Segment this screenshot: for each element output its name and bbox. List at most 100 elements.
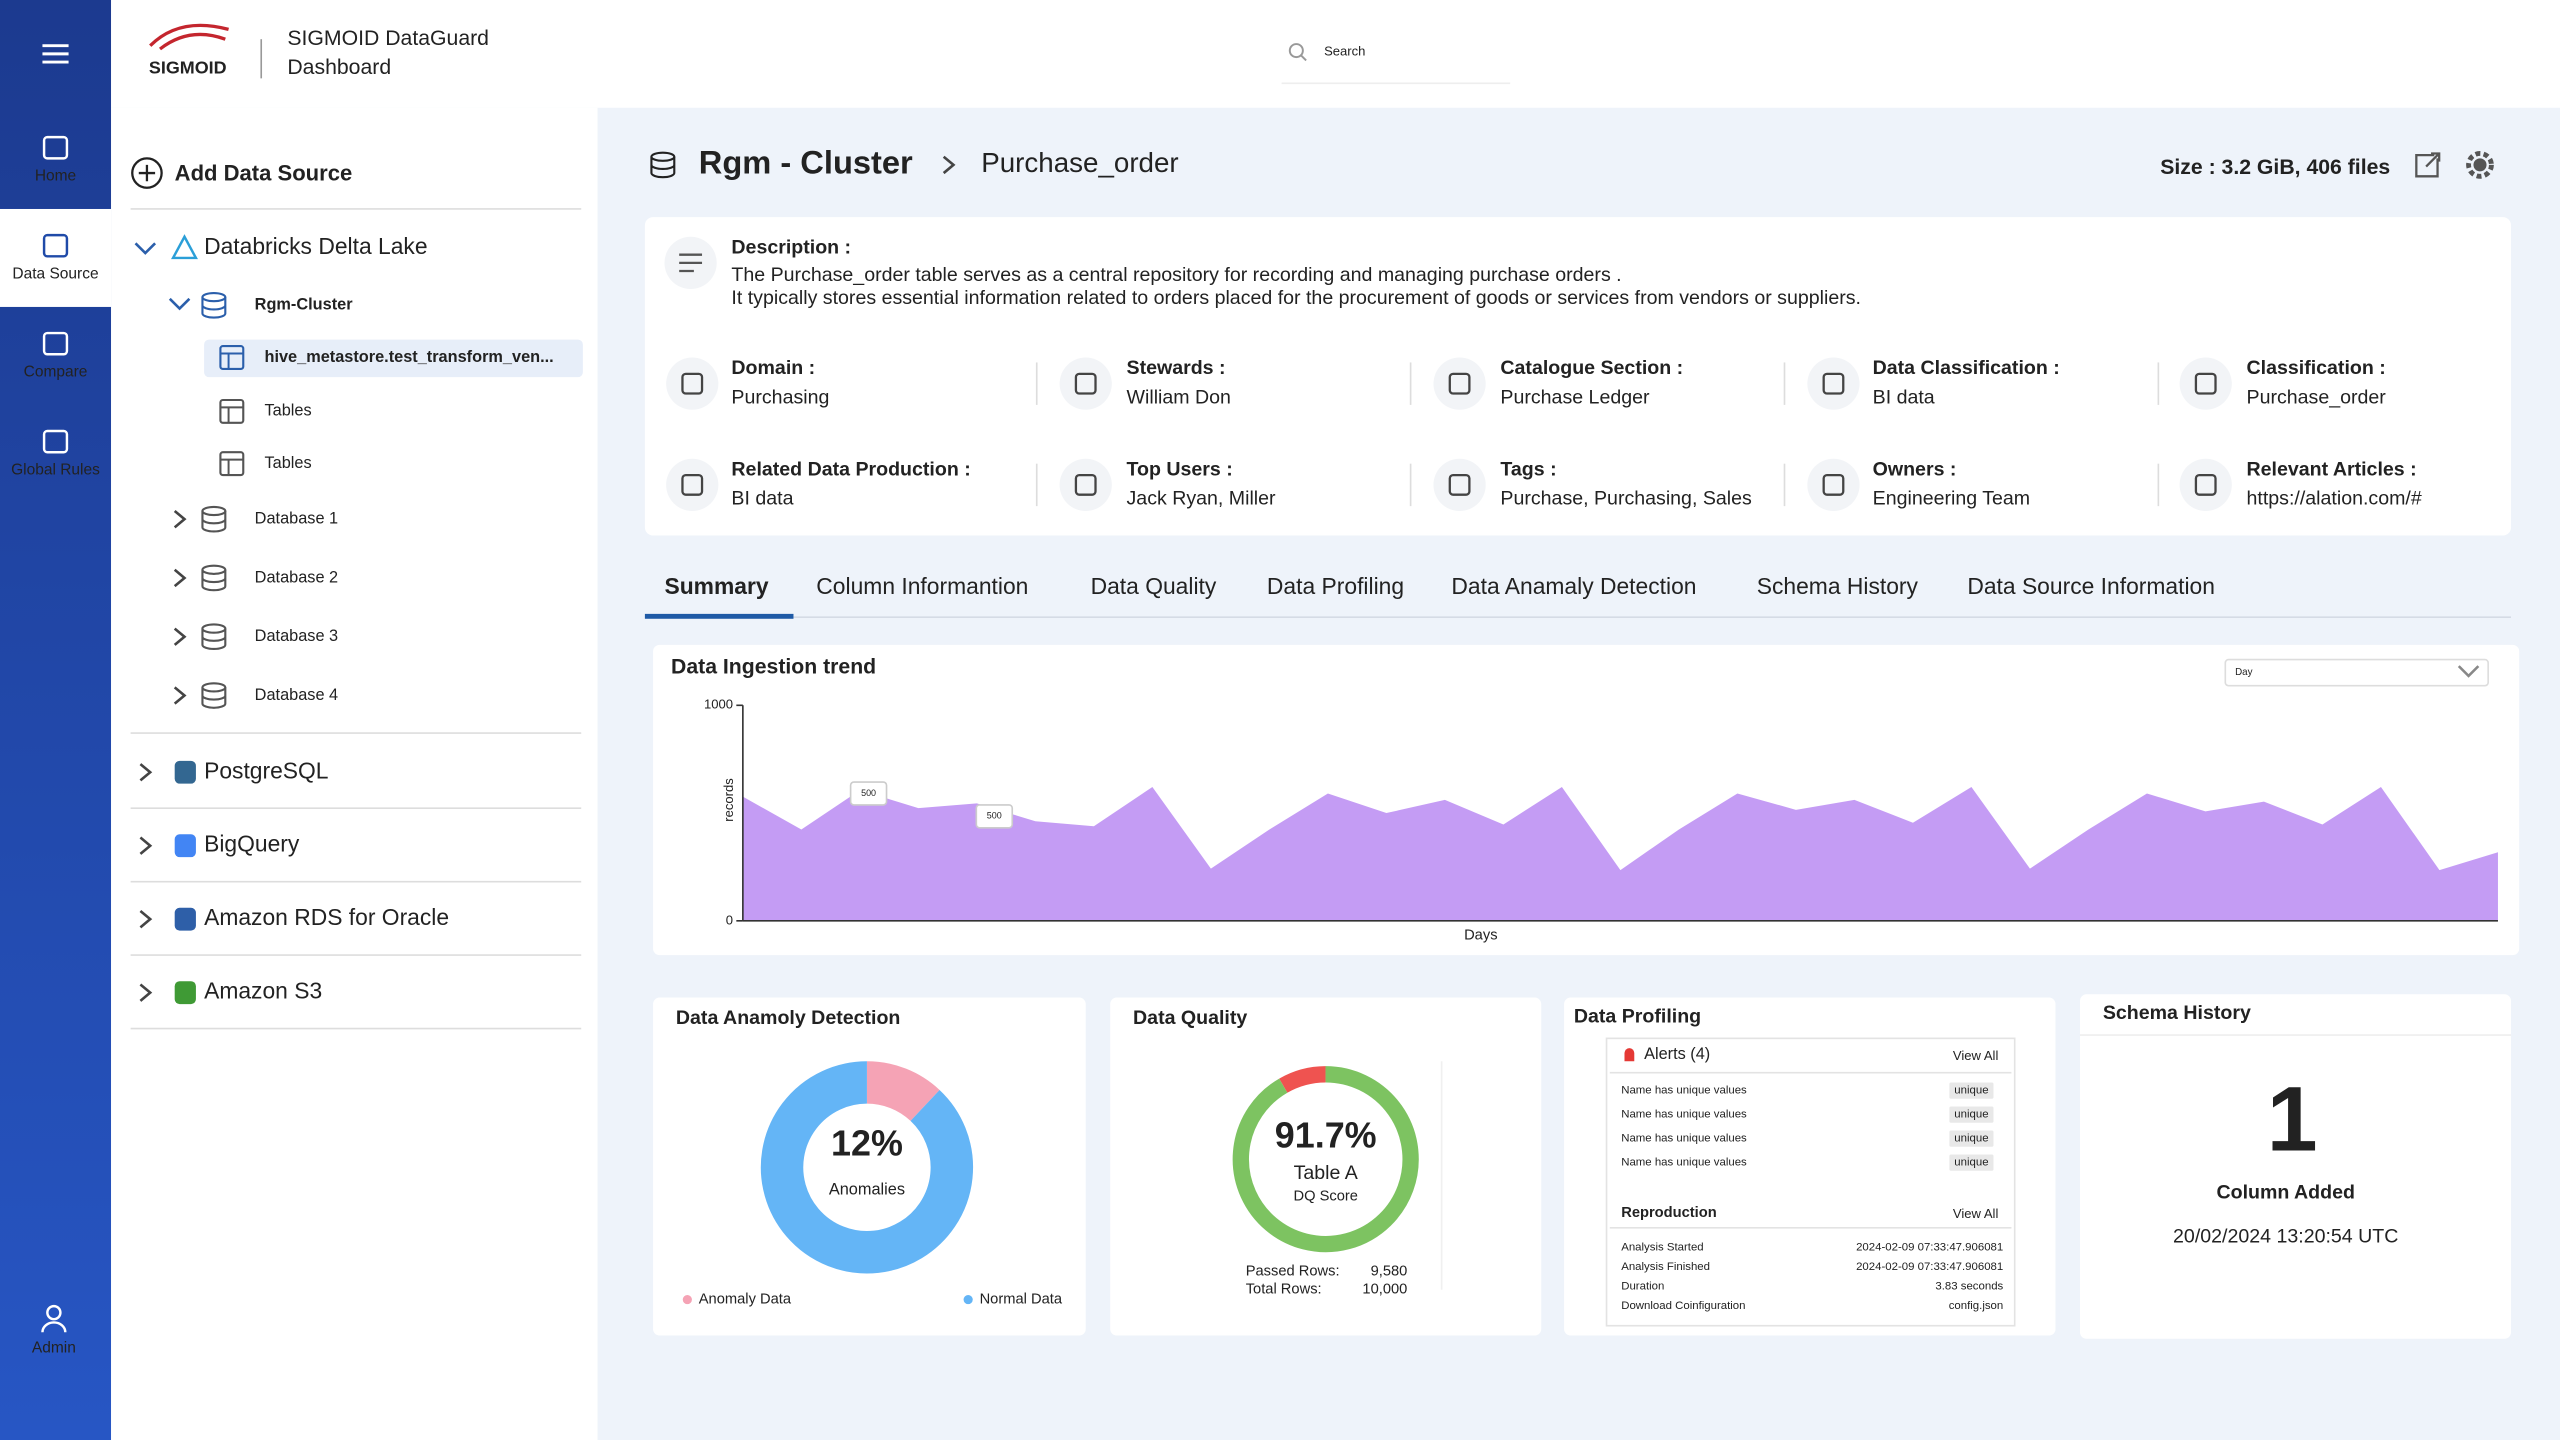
chevron-icon[interactable] <box>139 983 153 1002</box>
meta-icon <box>1074 473 1097 496</box>
donut-slice <box>760 1061 974 1274</box>
nav-label[interactable]: Data Source <box>12 265 98 282</box>
chevron-icon[interactable] <box>173 568 187 588</box>
tab[interactable]: Column Informantion <box>816 573 1028 599</box>
meta-value: Engineering Team <box>1873 488 2030 510</box>
nav-label[interactable]: Global Rules <box>11 461 100 478</box>
chevron-icon[interactable] <box>139 763 153 782</box>
meta-label: Top Users : <box>1127 458 1233 480</box>
tree-database[interactable]: Database 2 <box>255 568 338 586</box>
meta-value: BI data <box>731 488 793 510</box>
meta-icon <box>2194 473 2217 496</box>
tree-source[interactable]: Amazon RDS for Oracle <box>204 904 449 930</box>
tab[interactable]: Summary <box>664 573 768 599</box>
tree-cluster[interactable]: Rgm-Cluster <box>255 296 354 314</box>
tab[interactable]: Data Source Information <box>1967 573 2215 599</box>
tree-source[interactable]: BigQuery <box>204 831 300 857</box>
center-value: 91.7% <box>1275 1114 1377 1155</box>
period-dropdown[interactable] <box>2224 658 2489 687</box>
source-icon <box>174 834 196 858</box>
meta-value: Jack Ryan, Miller <box>1127 488 1277 510</box>
nav-label[interactable]: Admin <box>32 1340 76 1357</box>
schema-caption: Column Added <box>2216 1182 2354 1204</box>
repro-label: Download Coinfiguration <box>1621 1300 1745 1312</box>
tree-source[interactable]: PostgreSQL <box>204 757 328 783</box>
tree-database[interactable]: Database 4 <box>255 686 338 704</box>
chevron-icon[interactable] <box>173 510 187 529</box>
tree-table[interactable]: Tables <box>264 402 311 420</box>
tree-source[interactable]: Amazon S3 <box>204 978 322 1004</box>
meta-icon <box>1433 357 1486 410</box>
tab[interactable]: Data Anamaly Detection <box>1451 573 1696 599</box>
tree-source[interactable]: Databricks Delta Lake <box>204 233 427 259</box>
chevron-icon[interactable] <box>173 627 187 646</box>
period-dropdown-text[interactable]: Day <box>2235 667 2253 678</box>
tree-table[interactable]: hive_metastore.test_transform_ven... <box>264 348 553 366</box>
tab[interactable]: Data Profiling <box>1267 573 1404 599</box>
stat-label: Total Rows: <box>1246 1282 1322 1298</box>
meta-icon <box>1822 372 1845 395</box>
meta-label: Catalogue Section : <box>1500 357 1683 379</box>
chart-title: Data Anamoly Detection <box>676 1007 900 1029</box>
meta-icon <box>681 473 704 496</box>
nav-label[interactable]: Compare <box>24 363 88 380</box>
settings-icon[interactable] <box>2466 151 2494 179</box>
tab[interactable]: Data Quality <box>1091 573 1217 599</box>
alert-text: Name has unique values <box>1621 1085 1747 1097</box>
source-icon <box>171 234 198 260</box>
legend-dot <box>963 1295 973 1305</box>
meta-label: Data Classification : <box>1873 357 2060 379</box>
tree-database[interactable]: Database 3 <box>255 627 338 645</box>
meta-icon <box>1074 372 1097 395</box>
chevron-icon[interactable] <box>942 155 956 175</box>
alert-tag-text: unique <box>1954 1133 1988 1145</box>
schema-card <box>2080 994 2512 1339</box>
chevron-icon[interactable] <box>173 686 187 705</box>
menu-icon[interactable] <box>42 44 69 64</box>
chevron-icon[interactable] <box>139 910 153 929</box>
repro-value[interactable]: config.json <box>1949 1300 2004 1312</box>
alert-tag <box>1949 1082 1994 1099</box>
chevron-icon[interactable] <box>139 836 153 855</box>
chevron-icon[interactable] <box>134 242 157 255</box>
add-icon[interactable] <box>131 157 163 189</box>
meta-icon <box>666 357 719 410</box>
source-icon <box>174 981 196 1005</box>
source-icon <box>174 760 196 784</box>
meta-label: Domain : <box>731 357 815 379</box>
view-all-link[interactable]: View All <box>1953 1206 1999 1221</box>
database-icon <box>201 628 227 651</box>
tooltip <box>975 804 1014 829</box>
external-link-icon[interactable] <box>2415 152 2441 178</box>
chevron-icon[interactable] <box>168 297 191 311</box>
breadcrumb-cluster[interactable]: Rgm - Cluster <box>699 144 913 181</box>
add-data-source[interactable]: Add Data Source <box>175 161 353 186</box>
database-icon <box>201 687 227 709</box>
app-title: SIGMOID DataGuard <box>287 27 489 50</box>
nav-icon[interactable] <box>42 429 69 454</box>
search-box[interactable]: Search <box>1324 44 1365 59</box>
meta-value: Purchase Ledger <box>1500 387 1650 409</box>
center-subcaption: DQ Score <box>1293 1189 1357 1205</box>
nav-icon[interactable] <box>42 233 69 258</box>
tooltip-text: 500 <box>861 788 876 798</box>
admin-icon[interactable] <box>46 1304 62 1321</box>
view-all-link[interactable]: View All <box>1953 1048 1999 1063</box>
tree-database[interactable]: Database 1 <box>255 509 338 527</box>
search-icon <box>1288 43 1304 59</box>
logo-mark <box>149 23 229 51</box>
meta-icon <box>1433 458 1486 512</box>
tab[interactable]: Schema History <box>1757 573 1919 599</box>
nav-icon[interactable] <box>42 331 69 356</box>
nav-label[interactable]: Home <box>35 167 76 184</box>
repro-label: Duration <box>1621 1281 1664 1293</box>
meta-icon <box>1448 473 1471 496</box>
alert-text: Name has unique values <box>1621 1109 1747 1121</box>
tree-table[interactable]: Tables <box>264 454 311 472</box>
meta-value: https://alation.com/# <box>2247 488 2422 510</box>
alert-tag-text: unique <box>1954 1157 1988 1169</box>
nav-icon[interactable] <box>42 135 69 160</box>
chevron-icon[interactable] <box>2457 665 2480 678</box>
card-title: Schema History <box>2103 1002 2251 1024</box>
admin-icon <box>41 1321 67 1333</box>
